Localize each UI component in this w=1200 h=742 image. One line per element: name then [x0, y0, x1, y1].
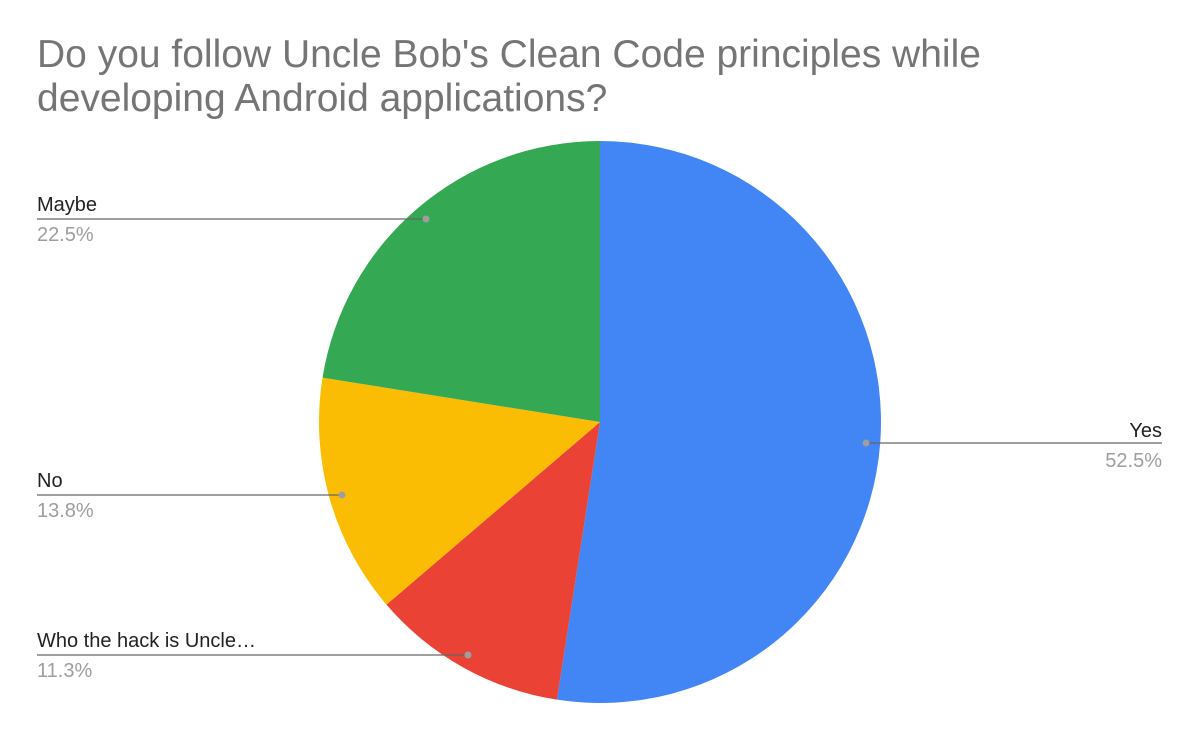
leader-dot — [862, 439, 870, 447]
pie-labels: Yes 52.5% Who the hack is Uncle… 11.3% No 13.… — [37, 194, 1162, 682]
pie-slice-yes[interactable] — [556, 141, 881, 703]
pie-slice-no[interactable] — [319, 377, 600, 605]
slice-percent-label: 52.5% — [1105, 450, 1162, 472]
slice-percent-label: 13.8% — [37, 500, 94, 522]
slice-percent-label: 22.5% — [37, 224, 94, 246]
slice-label: No — [37, 470, 63, 492]
leader-dot — [422, 215, 430, 223]
slice-percent-label: 11.3% — [37, 660, 92, 682]
chart-title: Do you follow Uncle Bob's Clean Code pri… — [37, 33, 981, 120]
slice-label: Who the hack is Uncle… — [37, 630, 256, 652]
pie-slices — [319, 141, 881, 703]
pie-slice-maybe[interactable] — [322, 141, 600, 422]
pie-slice-who-the-hack-is-uncle[interactable] — [386, 422, 600, 700]
leader-dot — [464, 651, 472, 659]
leader-dot — [338, 491, 346, 499]
slice-label: Maybe — [37, 194, 97, 216]
slice-label: Yes — [1129, 420, 1162, 442]
